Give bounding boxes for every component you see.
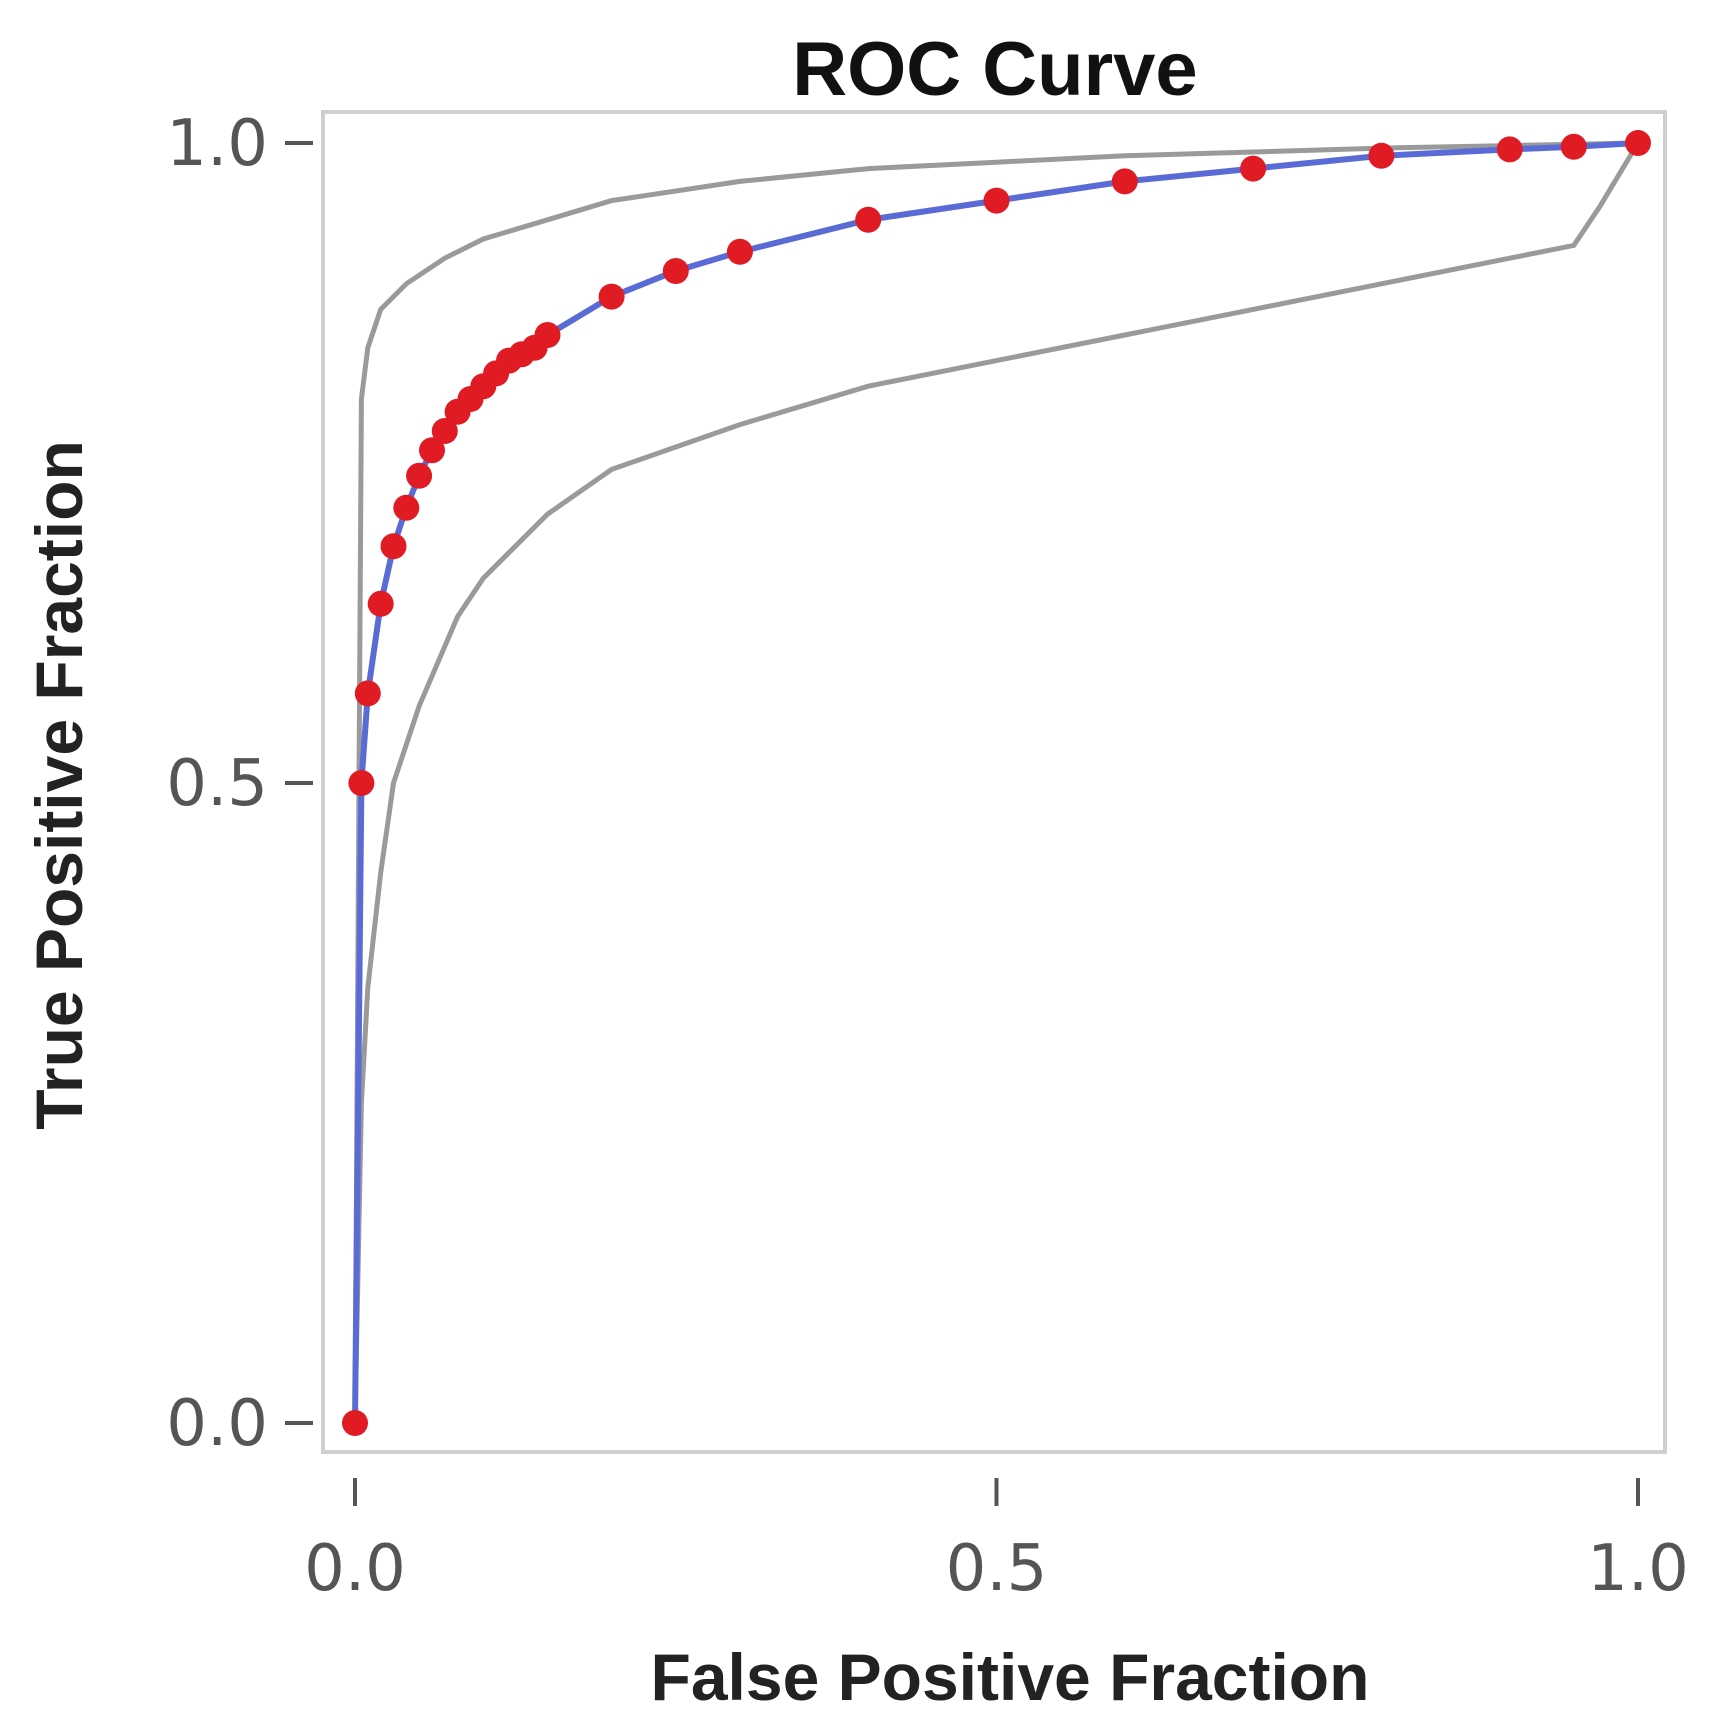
roc-data-point <box>431 418 458 444</box>
roc-data-point <box>1496 136 1523 163</box>
confidence-band-line <box>352 141 1641 1424</box>
roc-data-point <box>354 680 381 707</box>
roc-data-point <box>534 322 561 348</box>
plot-area <box>342 130 1651 1436</box>
plot-frame <box>321 110 1667 1454</box>
x-axis-label: False Positive Fraction <box>651 1640 1370 1714</box>
confidence-band-line <box>352 140 1639 1424</box>
x-tick-label: 0.5 <box>946 1532 1048 1606</box>
roc-data-point <box>662 258 689 284</box>
roc-data-point <box>1368 142 1395 169</box>
roc-data-point <box>1625 130 1651 156</box>
y-tick-label: 0.5 <box>166 747 268 821</box>
y-tick-label: 1.0 <box>166 107 268 181</box>
roc-data-point <box>406 462 433 489</box>
roc-data-point <box>726 238 753 265</box>
x-tick-label: 1.0 <box>1587 1532 1689 1606</box>
chart-title: ROC Curve <box>792 27 1197 112</box>
roc-data-point <box>1240 155 1267 182</box>
roc-data-point <box>983 187 1010 214</box>
roc-data-point <box>380 533 407 560</box>
roc-data-point <box>855 206 882 233</box>
roc-data-point <box>1560 133 1587 160</box>
roc-data-point <box>393 494 420 521</box>
roc-data-point <box>367 590 394 617</box>
x-tick-label: 0.0 <box>304 1532 406 1606</box>
x-axis: 0.0 0.5 1.0 <box>304 1478 1689 1606</box>
y-tick-label: 0.0 <box>166 1387 268 1461</box>
roc-data-point <box>598 283 625 310</box>
y-axis-label: True Positive Fraction <box>22 440 96 1130</box>
roc-data-point <box>348 770 375 796</box>
roc-data-point <box>419 437 445 464</box>
roc-data-point <box>1111 168 1138 195</box>
roc-data-point <box>342 1410 368 1436</box>
y-axis: 0.0 0.5 1.0 <box>166 107 313 1461</box>
